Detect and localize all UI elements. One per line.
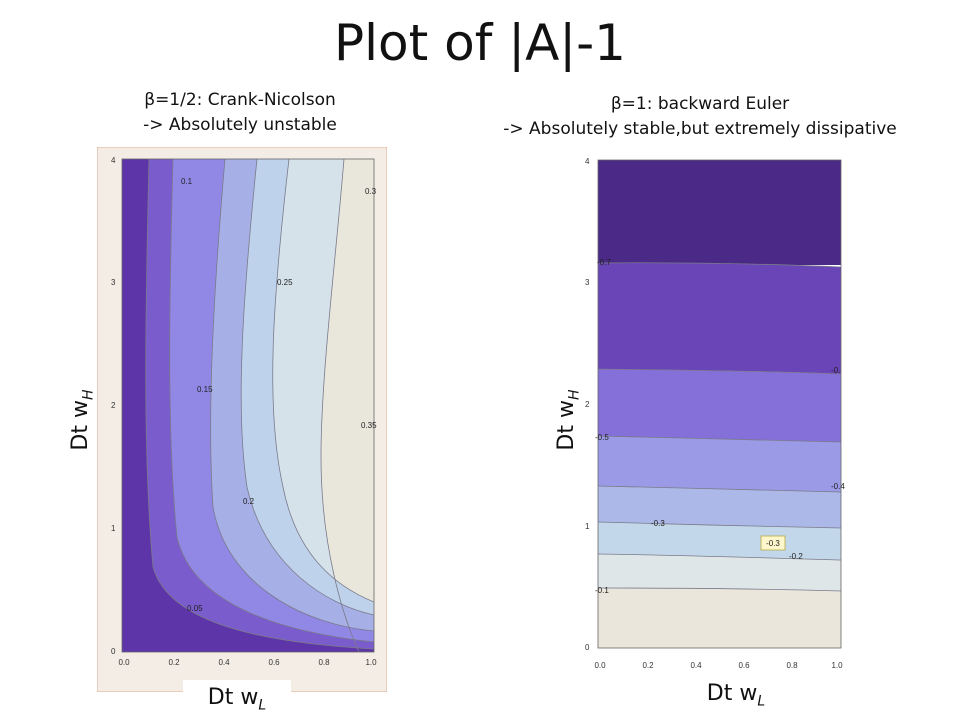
contour-label: 0.2 <box>243 497 255 506</box>
y-tick: 4 <box>585 157 590 166</box>
y-label-mid: t w <box>554 399 579 434</box>
left-y-axis-label: Dt wH <box>66 365 96 475</box>
y-tick: 3 <box>585 278 590 287</box>
y-tick: 3 <box>111 278 116 287</box>
x-tick: 1.0 <box>831 661 843 670</box>
band-0.15 <box>122 159 374 652</box>
contour-label: -0.7 <box>597 258 611 267</box>
x-tick: 1.0 <box>365 658 377 667</box>
x-tick: 0.2 <box>168 658 180 667</box>
x-tick-labels: 0.0 0.2 0.4 0.6 0.8 1.0 <box>118 658 377 667</box>
contour-tooltip: -0.3 <box>760 535 786 551</box>
x-label-mid: t w <box>723 681 758 706</box>
contour-labels: 0.1 0.25 0.15 0.2 0.05 0.3 0.35 <box>181 177 377 613</box>
x-tick: 0.6 <box>738 661 750 670</box>
x-label-sub: L <box>258 697 267 714</box>
right-caption-line1: β=1: backward Euler <box>610 94 790 114</box>
plot-border <box>597 159 842 649</box>
y-label-sub: H <box>566 389 583 400</box>
contour-bands <box>122 159 374 652</box>
band-0.05 <box>122 159 374 652</box>
contour-label: -0.2 <box>789 552 803 561</box>
y-tick: 0 <box>585 643 590 652</box>
band--0.4 <box>598 436 841 492</box>
right-x-axis-label: Dt wL <box>683 676 789 712</box>
band--0.7 <box>598 160 841 265</box>
y-tick-labels: 4 3 2 1 0 <box>585 157 590 652</box>
x-tick: 0.6 <box>268 658 280 667</box>
contour-label: -0.4 <box>831 482 845 491</box>
band-above-0.3 <box>328 159 374 652</box>
right-caption: β=1: backward Euler -> Absolutely stable… <box>440 92 960 142</box>
x-tick: 0.8 <box>786 661 798 670</box>
x-label-prefix: D <box>207 685 225 710</box>
backward-euler-contour-plot: -0.7 -0.5 -0.3 -0.2 -0.1 -0. -0.4 -0.3 4… <box>573 148 851 690</box>
x-label-prefix: D <box>706 681 724 706</box>
y-tick: 1 <box>585 522 590 531</box>
x-tick: 0.8 <box>318 658 330 667</box>
contour-label: 0.25 <box>277 278 293 287</box>
right-y-axis-label: Dt wH <box>552 365 582 475</box>
x-tick: 0.4 <box>218 658 230 667</box>
x-tick-labels: 0.0 0.2 0.4 0.6 0.8 1.0 <box>594 661 843 670</box>
tooltip-text: -0.3 <box>766 539 780 548</box>
band--0.1 <box>598 554 841 591</box>
contour-lines <box>145 159 374 652</box>
contour-label: -0. <box>831 366 840 375</box>
y-label-prefix: D <box>554 433 579 451</box>
y-tick: 0 <box>111 647 116 656</box>
x-label-sub: L <box>757 693 766 710</box>
contour-labels: -0.7 -0.5 -0.3 -0.2 -0.1 -0. -0.4 <box>595 258 845 595</box>
band--0.2 <box>598 522 841 560</box>
y-label-mid: t w <box>68 399 93 434</box>
contour-label: 0.05 <box>187 604 203 613</box>
band--0.5 <box>598 369 841 442</box>
band-0 <box>598 588 841 648</box>
x-tick: 0.0 <box>118 658 130 667</box>
y-label-prefix: D <box>68 433 93 451</box>
x-tick: 0.0 <box>594 661 606 670</box>
x-tick: 0.2 <box>642 661 654 670</box>
left-x-axis-label: Dt wL <box>183 680 291 716</box>
contour-label: -0.1 <box>595 586 609 595</box>
slide-title: Plot of |A|-1 <box>334 14 626 72</box>
plot-border <box>121 158 375 653</box>
y-tick: 2 <box>585 400 590 409</box>
y-tick: 2 <box>111 401 116 410</box>
left-caption-line1: β=1/2: Crank-Nicolson <box>144 90 336 110</box>
contour-bands <box>598 160 841 648</box>
contour-label: 0.15 <box>197 385 213 394</box>
left-caption-line2: -> Absolutely unstable <box>143 115 337 135</box>
band--0.3 <box>598 486 841 528</box>
x-label-mid: t w <box>224 685 259 710</box>
contour-label: 0.3 <box>365 187 377 196</box>
y-tick: 4 <box>111 156 116 165</box>
x-tick: 0.4 <box>690 661 702 670</box>
contour-label: 0.35 <box>361 421 377 430</box>
left-caption: β=1/2: Crank-Nicolson -> Absolutely unst… <box>110 88 370 138</box>
crank-nicolson-contour-plot: 0.1 0.25 0.15 0.2 0.05 0.3 0.35 4 3 2 1 … <box>97 147 387 692</box>
y-label-sub: H <box>80 389 97 400</box>
y-tick-labels: 4 3 2 1 0 <box>111 156 116 656</box>
contour-label: -0.5 <box>595 433 609 442</box>
band--0.6 <box>598 262 841 374</box>
y-tick: 1 <box>111 524 116 533</box>
contour-label: 0.1 <box>181 177 193 186</box>
right-caption-line2: -> Absolutely stable,but extremely dissi… <box>503 119 897 139</box>
contour-lines <box>598 262 841 592</box>
contour-label: -0.3 <box>651 519 665 528</box>
